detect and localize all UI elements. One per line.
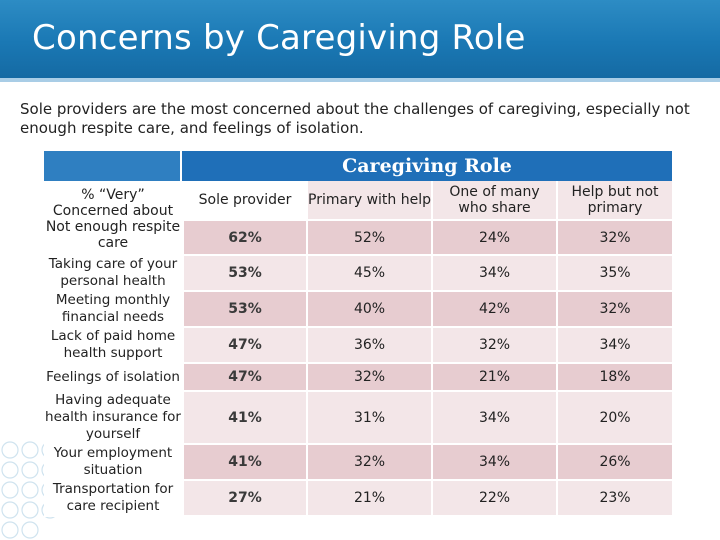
table-row: 62% 52% 24% 32% xyxy=(44,221,673,256)
group-header-blank xyxy=(44,151,182,181)
table-cell: 34% xyxy=(431,392,556,445)
group-header-caregiving-role: Caregiving Role xyxy=(182,151,673,181)
table-cell: 34% xyxy=(431,256,556,292)
table-row: Lack of paid home health support 47% 36%… xyxy=(44,328,673,364)
table-cell: 52% xyxy=(306,221,431,256)
table-cell: 34% xyxy=(556,328,673,364)
column-header-one-of-many: One of many who share xyxy=(431,181,556,221)
table-cell: 32% xyxy=(556,292,673,328)
row-label: Meeting monthly financial needs xyxy=(44,292,182,328)
row-label: Transportation for care recipient xyxy=(44,481,182,517)
row-label: Not enough respite care xyxy=(45,219,181,251)
table-cell: 32% xyxy=(556,221,673,256)
table-cell: 21% xyxy=(306,481,431,517)
table-cell: 53% xyxy=(182,256,306,292)
table-cell: 32% xyxy=(306,364,431,392)
row-label: Lack of paid home health support xyxy=(44,328,182,364)
row-header-label: % “Very” Concerned about xyxy=(52,187,174,219)
row-label: Having adequate health insurance for you… xyxy=(44,392,182,445)
row-label: Your employment situation xyxy=(44,445,182,481)
table-cell: 53% xyxy=(182,292,306,328)
table-cell: 31% xyxy=(306,392,431,445)
row-label: Taking care of your personal health xyxy=(44,256,182,292)
table-cell: 32% xyxy=(431,328,556,364)
table-row: Your employment situation 41% 32% 34% 26… xyxy=(44,445,673,481)
column-header-row: % “Very” Concerned about Not enough resp… xyxy=(44,181,673,256)
column-header-primary-with-help: Primary with help xyxy=(306,181,431,221)
column-header-help-not-primary: Help but not primary xyxy=(556,181,673,221)
table-row: Meeting monthly financial needs 53% 40% … xyxy=(44,292,673,328)
table-row: Having adequate health insurance for you… xyxy=(44,392,673,445)
table-row: Taking care of your personal health 53% … xyxy=(44,256,673,292)
table-cell: 22% xyxy=(431,481,556,517)
table-cell: 24% xyxy=(431,221,556,256)
table-cell: 36% xyxy=(306,328,431,364)
table-cell: 35% xyxy=(556,256,673,292)
table-cell: 41% xyxy=(182,392,306,445)
table-cell: 47% xyxy=(182,364,306,392)
table-cell: 40% xyxy=(306,292,431,328)
table-cell: 20% xyxy=(556,392,673,445)
subtitle-text: Sole providers are the most concerned ab… xyxy=(20,100,690,137)
page-title: Concerns by Caregiving Role xyxy=(32,18,526,58)
table-group-header-row: Caregiving Role xyxy=(44,151,673,181)
concerns-table: Caregiving Role % “Very” Concerned about… xyxy=(44,151,673,517)
table-cell: 41% xyxy=(182,445,306,481)
table-row: Transportation for care recipient 27% 21… xyxy=(44,481,673,517)
table-cell: 21% xyxy=(431,364,556,392)
table-cell: 26% xyxy=(556,445,673,481)
column-header-sole-provider: Sole provider xyxy=(182,181,306,221)
table-cell: 34% xyxy=(431,445,556,481)
table-cell: 23% xyxy=(556,481,673,517)
row-label: Feelings of isolation xyxy=(44,364,182,392)
table-cell: 42% xyxy=(431,292,556,328)
table-cell: 32% xyxy=(306,445,431,481)
row-header-caption: % “Very” Concerned about Not enough resp… xyxy=(44,181,182,256)
title-banner: Concerns by Caregiving Role xyxy=(0,0,720,82)
table-cell: 18% xyxy=(556,364,673,392)
table-cell: 45% xyxy=(306,256,431,292)
table-row: Feelings of isolation 47% 32% 21% 18% xyxy=(44,364,673,392)
table-cell: 47% xyxy=(182,328,306,364)
table-cell: 62% xyxy=(182,221,306,256)
table-cell: 27% xyxy=(182,481,306,517)
